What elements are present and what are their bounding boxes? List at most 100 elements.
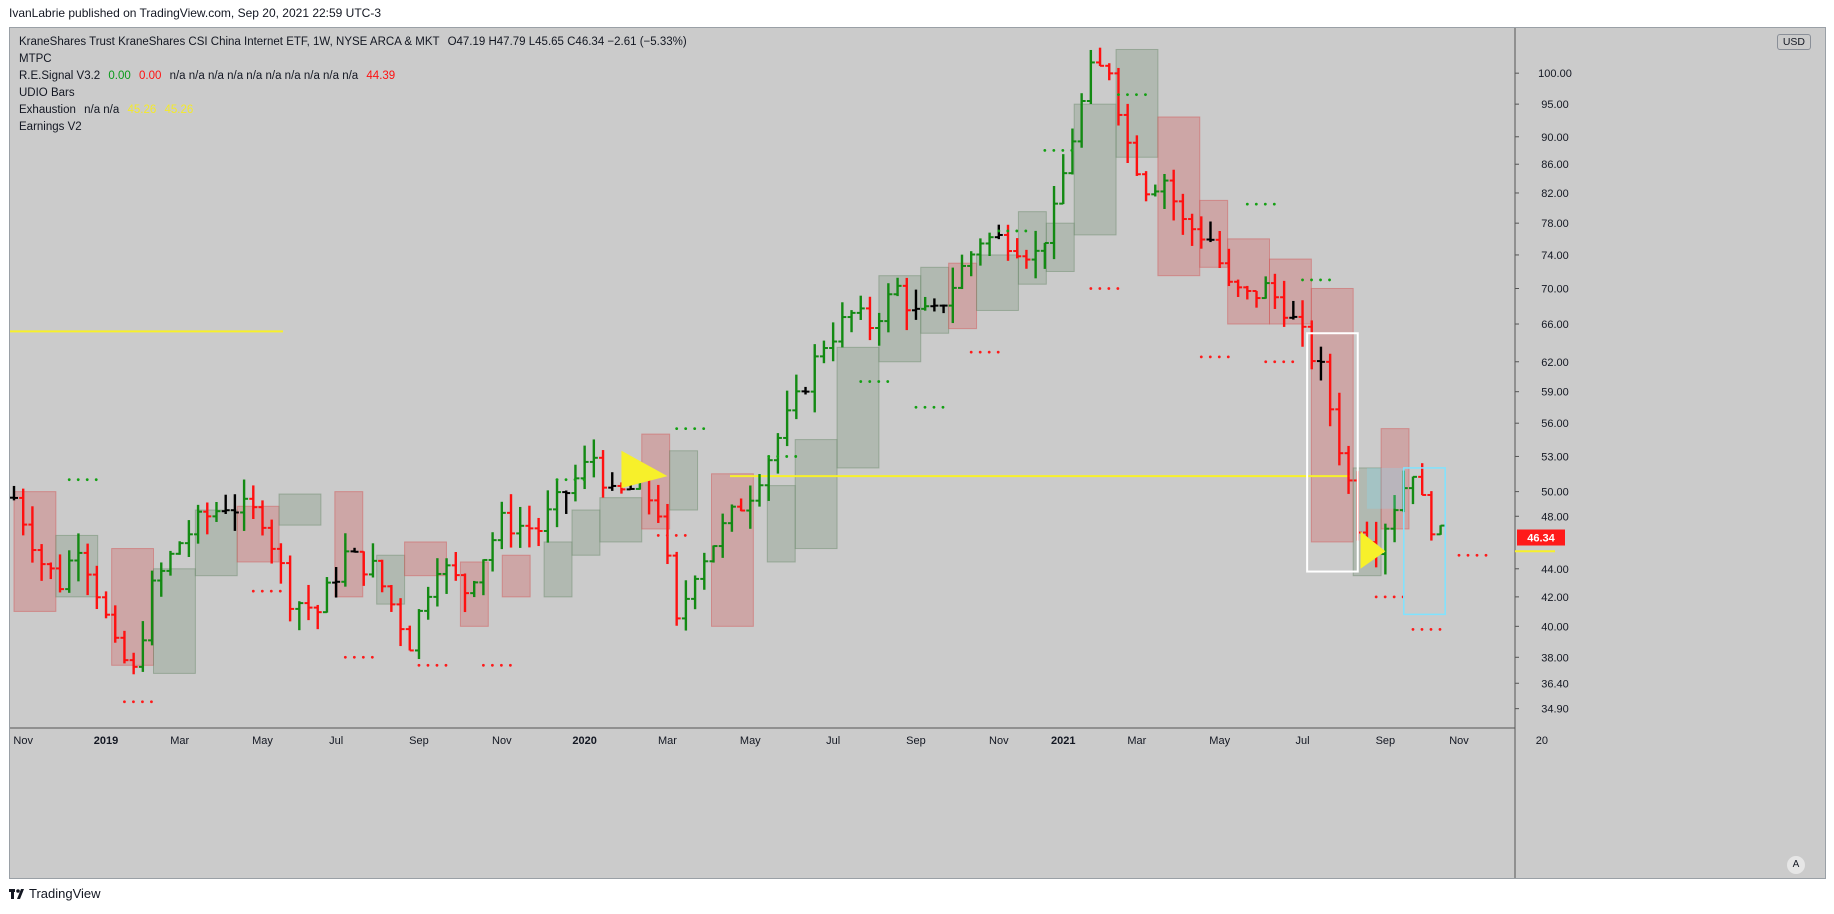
price-tick-label: 34.90	[1541, 704, 1569, 716]
signal-dot	[1199, 355, 1203, 359]
signal-dot	[886, 380, 890, 383]
zone-box	[111, 548, 154, 666]
signal-dot	[499, 663, 503, 667]
chart-pane[interactable]: 100.00 95.00 90.00 86.00 82.00 78.00 74.00 70.0…	[9, 27, 1826, 879]
time-tick-label: May	[252, 735, 273, 747]
signal-dot	[361, 655, 365, 659]
footer-brand[interactable]: TradingView	[29, 886, 101, 901]
price-tick-label: 42.00	[1541, 592, 1569, 604]
legend-earnings[interactable]: Earnings V2	[19, 121, 82, 133]
signal-dot	[767, 455, 771, 458]
signal-dot	[675, 427, 679, 431]
legend-mtpc[interactable]: MTPC	[19, 53, 52, 65]
signal-dot	[435, 663, 439, 667]
price-tick-label: 86.00	[1541, 159, 1569, 171]
signal-dot	[1217, 355, 1221, 359]
signal-dot	[794, 455, 798, 458]
signal-dot	[564, 478, 568, 482]
signal-dot	[1392, 595, 1396, 599]
signal-dot	[1272, 202, 1276, 206]
price-tick-label: 70.00	[1541, 283, 1569, 295]
time-tick-label: 2021	[1051, 735, 1075, 747]
time-tick-label: Nov	[989, 735, 1009, 747]
signal-dot	[1226, 355, 1230, 359]
zone-box	[1227, 238, 1271, 325]
zone-box	[501, 554, 531, 598]
publish-line: IvanLabrie published on TradingView.com,…	[9, 6, 382, 20]
signal-dot	[1466, 553, 1470, 557]
signal-dot	[1374, 595, 1378, 599]
tradingview-logo-icon[interactable]	[9, 887, 25, 901]
signal-dot	[85, 478, 89, 482]
signal-dot	[1291, 360, 1295, 364]
legend-udio[interactable]: UDIO Bars	[19, 87, 75, 99]
zone-box	[836, 346, 880, 469]
signal-dot	[343, 655, 347, 659]
signal-dot	[582, 478, 586, 482]
price-tick-label: 59.00	[1541, 387, 1569, 399]
signal-dot	[1328, 278, 1331, 282]
zone-box	[766, 485, 796, 563]
time-tick-label: Sep	[906, 735, 926, 747]
re-signal-name: R.E.Signal V3.2	[19, 70, 101, 82]
signal-dot	[260, 589, 264, 593]
signal-dot	[1052, 148, 1056, 152]
zone-box	[278, 493, 322, 526]
signal-dot	[1310, 278, 1313, 282]
legend-symbol-row[interactable]: KraneShares Trust KraneShares CSI China …	[19, 34, 687, 51]
signal-dot	[123, 700, 126, 704]
price-tick-label: 100.00	[1538, 68, 1572, 80]
signal-dot	[656, 534, 660, 537]
signal-dot	[683, 534, 687, 537]
zone-box	[1269, 258, 1312, 325]
time-tick-label: May	[1209, 735, 1230, 747]
signal-dot	[776, 455, 780, 458]
signal-dot	[969, 350, 973, 354]
signal-dot	[269, 589, 273, 593]
signal-dot	[67, 478, 71, 482]
signal-dot	[914, 405, 918, 409]
zone-box	[153, 568, 196, 674]
signal-dot	[1144, 93, 1147, 97]
price-chart[interactable]: 100.00 95.00 90.00 86.00 82.00 78.00 74.00 70.0…	[10, 28, 1826, 879]
signal-dot	[251, 589, 255, 593]
price-tick-label: 48.00	[1541, 511, 1569, 523]
signal-dot	[76, 478, 80, 482]
exhaustion-triangle	[621, 450, 668, 489]
signal-dot	[693, 427, 697, 431]
signal-dot	[1245, 202, 1249, 206]
signal-dot	[555, 478, 559, 482]
time-tick-label: Sep	[1376, 735, 1396, 747]
signal-dot	[1089, 287, 1093, 290]
signal-dot	[508, 663, 512, 667]
signal-dot	[150, 700, 153, 704]
legend: KraneShares Trust KraneShares CSI China …	[19, 34, 687, 136]
signal-dot	[1015, 229, 1019, 233]
zone-box	[599, 497, 643, 543]
auto-scale-button[interactable]: A	[1787, 856, 1805, 874]
time-tick-label: Jul	[1296, 735, 1310, 747]
currency-button[interactable]: USD	[1776, 34, 1811, 50]
time-tick-label: Jul	[329, 735, 343, 747]
signal-dot	[490, 663, 494, 667]
re-signal-value-3: 44.39	[366, 70, 396, 82]
legend-re-signal[interactable]: R.E.Signal V3.2 0.00 0.00 n/a n/a n/a n/…	[19, 68, 687, 85]
signal-dot	[1024, 229, 1028, 233]
projection-box	[1403, 467, 1446, 616]
legend-exhaustion[interactable]: Exhaustion n/a n/a 45.26 45.26	[19, 102, 687, 119]
zone-box	[1310, 287, 1354, 543]
price-tick-label: 40.00	[1541, 621, 1569, 633]
projection-fill	[1366, 467, 1404, 509]
zone-box	[711, 473, 754, 627]
symbol-title[interactable]: KraneShares Trust KraneShares CSI China …	[19, 36, 440, 48]
signal-dot	[352, 655, 356, 659]
price-tick-label: 62.00	[1541, 357, 1569, 369]
signal-dot	[785, 455, 789, 458]
signal-dot	[1116, 287, 1120, 290]
signal-dot	[1319, 278, 1322, 282]
signal-dot	[932, 405, 936, 409]
signal-dot	[573, 478, 577, 482]
signal-dot	[1098, 287, 1102, 290]
signal-dot	[417, 663, 421, 667]
time-tick-label: Mar	[1127, 735, 1146, 747]
